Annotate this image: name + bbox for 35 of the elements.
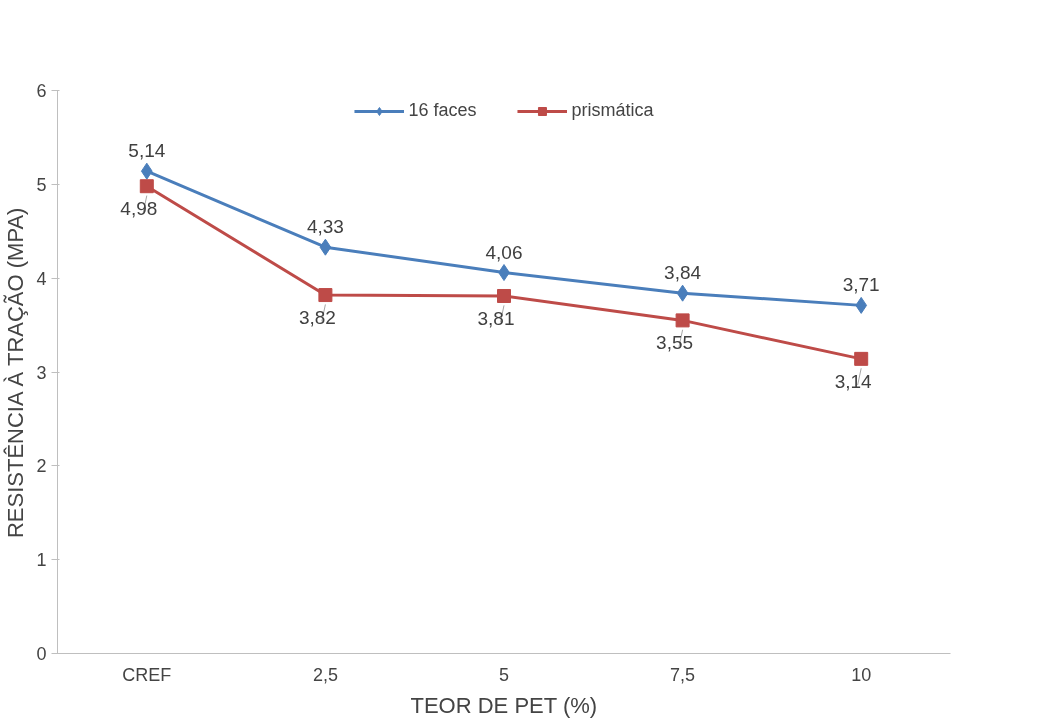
x-tick-label: 10 <box>851 664 872 685</box>
point <box>497 288 511 303</box>
data-label: 3,71 <box>842 274 880 296</box>
legend-label: 16 faces <box>408 100 477 121</box>
data-label: 4,33 <box>306 216 344 238</box>
x-axis-title: TEOR DE PET (%) <box>410 692 598 718</box>
point <box>675 313 690 328</box>
point <box>854 351 869 366</box>
point <box>139 179 154 194</box>
data-label: 3,81 <box>477 307 515 329</box>
y-tick-label: 3 <box>36 362 47 383</box>
y-tick-label: 2 <box>36 456 47 477</box>
data-label: 4,98 <box>120 198 158 220</box>
point <box>676 284 689 302</box>
x-tick-label: 7,5 <box>670 664 696 685</box>
y-tick-label: 5 <box>36 174 47 195</box>
point <box>319 238 332 256</box>
legend-label: prismática <box>571 100 654 121</box>
x-tick-label: 5 <box>498 664 510 685</box>
x-tick-label: 2,5 <box>312 664 338 685</box>
x-tick-label: CREF <box>122 664 172 685</box>
data-label: 3,14 <box>834 370 873 392</box>
data-label: 3,84 <box>664 262 702 284</box>
y-tick-label: 6 <box>36 81 47 101</box>
point <box>855 296 868 314</box>
y-tick-label: 1 <box>36 550 47 571</box>
point <box>140 162 153 180</box>
data-label: 3,55 <box>656 332 694 354</box>
y-tick-label: 4 <box>36 268 47 289</box>
data-label: 3,82 <box>298 307 336 329</box>
data-label: 5,14 <box>128 140 166 162</box>
y-tick-label: 0 <box>36 644 47 664</box>
point <box>318 288 333 303</box>
y-axis-title: RESISTÊNCIA À TRAÇÃO (MPA) <box>3 207 29 539</box>
data-label: 4,06 <box>485 241 523 263</box>
